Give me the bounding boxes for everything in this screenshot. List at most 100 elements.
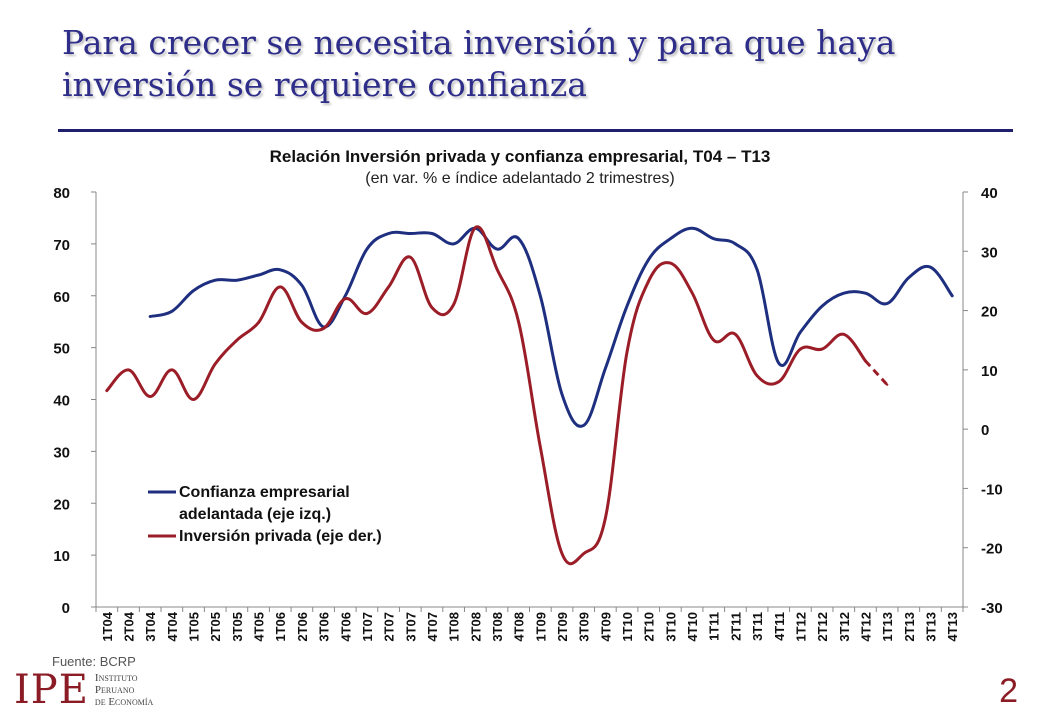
x-tick-label: 2T06: [295, 612, 310, 642]
data-point: [539, 294, 542, 297]
data-point: [539, 445, 542, 449]
logo-text: Instituto Peruano de Economía: [95, 672, 153, 708]
data-point: [430, 306, 434, 309]
logo-line: Instituto: [94, 672, 138, 684]
right-tick-label: -10: [981, 481, 1003, 498]
data-point: [257, 321, 260, 324]
data-point: [734, 242, 737, 246]
right-tick-label: 40: [981, 185, 998, 202]
x-tick-label: 3T06: [317, 612, 332, 642]
logo-mark: IPE: [14, 667, 89, 713]
data-point: [235, 278, 239, 282]
x-tick-label: 2T08: [468, 612, 483, 642]
data-point: [127, 368, 130, 372]
x-tick-label: 2T07: [382, 612, 397, 642]
ipe-logo: IPE Instituto Peruano de Economía: [14, 668, 153, 712]
right-tick-label: 0: [981, 422, 989, 439]
x-tick-label: 4T09: [598, 612, 613, 642]
left-tick-label: 30: [53, 444, 70, 461]
data-point: [864, 291, 867, 295]
x-tick-label: 1T13: [880, 612, 895, 642]
data-point: [387, 232, 390, 235]
x-tick-label: 4T11: [772, 612, 787, 641]
data-point: [734, 333, 737, 336]
data-point: [625, 350, 629, 354]
data-point: [365, 312, 369, 315]
data-point: [582, 424, 585, 427]
data-point: [430, 232, 434, 235]
x-tick-label: 2T05: [208, 612, 223, 642]
data-point: [517, 321, 520, 324]
data-point: [409, 232, 412, 235]
x-tick-label: 3T09: [577, 612, 592, 642]
x-tick-label: 1T11: [707, 612, 722, 641]
left-tick-label: 60: [53, 289, 70, 306]
data-point: [192, 398, 195, 401]
x-tick-label: 3T11: [750, 612, 765, 641]
data-point: [799, 347, 802, 351]
data-point: [409, 256, 412, 259]
x-tick-label: 4T13: [945, 612, 960, 642]
x-tick-label: 4T07: [425, 612, 440, 642]
right-tick-label: -20: [981, 541, 1003, 558]
right-tick-label: 20: [981, 304, 998, 321]
x-tick-label: 3T12: [837, 612, 852, 642]
page-number: 2: [999, 672, 1018, 710]
data-point: [344, 294, 347, 297]
x-tick-label: 3T13: [923, 612, 938, 642]
x-tick-label: 1T04: [100, 611, 115, 641]
right-tick-label: 30: [981, 244, 998, 261]
source-note: Fuente: BCRP: [52, 654, 136, 669]
left-tick-label: 0: [62, 600, 70, 617]
right-tick-label: 10: [981, 363, 998, 380]
data-point: [257, 273, 260, 277]
logo-line: Peruano: [94, 684, 135, 696]
data-point: [755, 268, 759, 272]
x-tick-label: 1T12: [793, 612, 808, 642]
data-point: [604, 367, 607, 370]
data-point: [300, 284, 304, 287]
data-point: [625, 304, 629, 308]
x-tick-label: 4T04: [165, 611, 180, 641]
x-tick-label: 3T05: [230, 612, 245, 642]
data-point: [755, 374, 759, 377]
left-tick-label: 40: [53, 393, 70, 410]
data-point: [777, 361, 780, 365]
x-tick-label: 2T10: [642, 612, 657, 642]
data-point: [170, 310, 174, 313]
x-tick-label: 2T09: [555, 612, 570, 642]
data-point: [842, 333, 845, 336]
x-tick-label: 2T12: [815, 612, 830, 642]
data-point: [929, 266, 932, 269]
x-tick-label: 2T11: [728, 612, 743, 641]
x-tick-label: 1T06: [273, 612, 288, 642]
left-tick-label: 20: [53, 496, 70, 513]
data-point: [799, 330, 802, 334]
x-tick-label: 1T07: [360, 612, 375, 642]
data-point: [712, 339, 715, 342]
data-point: [279, 285, 282, 289]
data-point: [148, 315, 152, 318]
left-tick-label: 80: [53, 185, 70, 202]
data-point: [712, 237, 715, 240]
data-point: [344, 297, 347, 300]
data-point: [192, 289, 195, 292]
series-line-confianza: [148, 226, 954, 428]
x-tick-label: 4T05: [252, 612, 267, 642]
data-point: [885, 383, 889, 386]
data-point: [322, 327, 325, 330]
series-layer: [105, 225, 954, 566]
data-point: [582, 552, 585, 555]
title-divider: [58, 129, 1013, 132]
legend-label: adelantada (eje izq.): [179, 506, 331, 523]
x-tick-label: 3T08: [490, 612, 505, 642]
x-tick-label: 2T13: [902, 612, 917, 642]
data-point: [560, 393, 564, 396]
legend-label: Confianza empresarial: [179, 484, 350, 501]
data-point: [279, 268, 282, 272]
data-point: [474, 226, 477, 229]
data-point: [647, 258, 650, 261]
data-point: [495, 247, 499, 251]
x-tick-label: 4T06: [338, 612, 353, 642]
